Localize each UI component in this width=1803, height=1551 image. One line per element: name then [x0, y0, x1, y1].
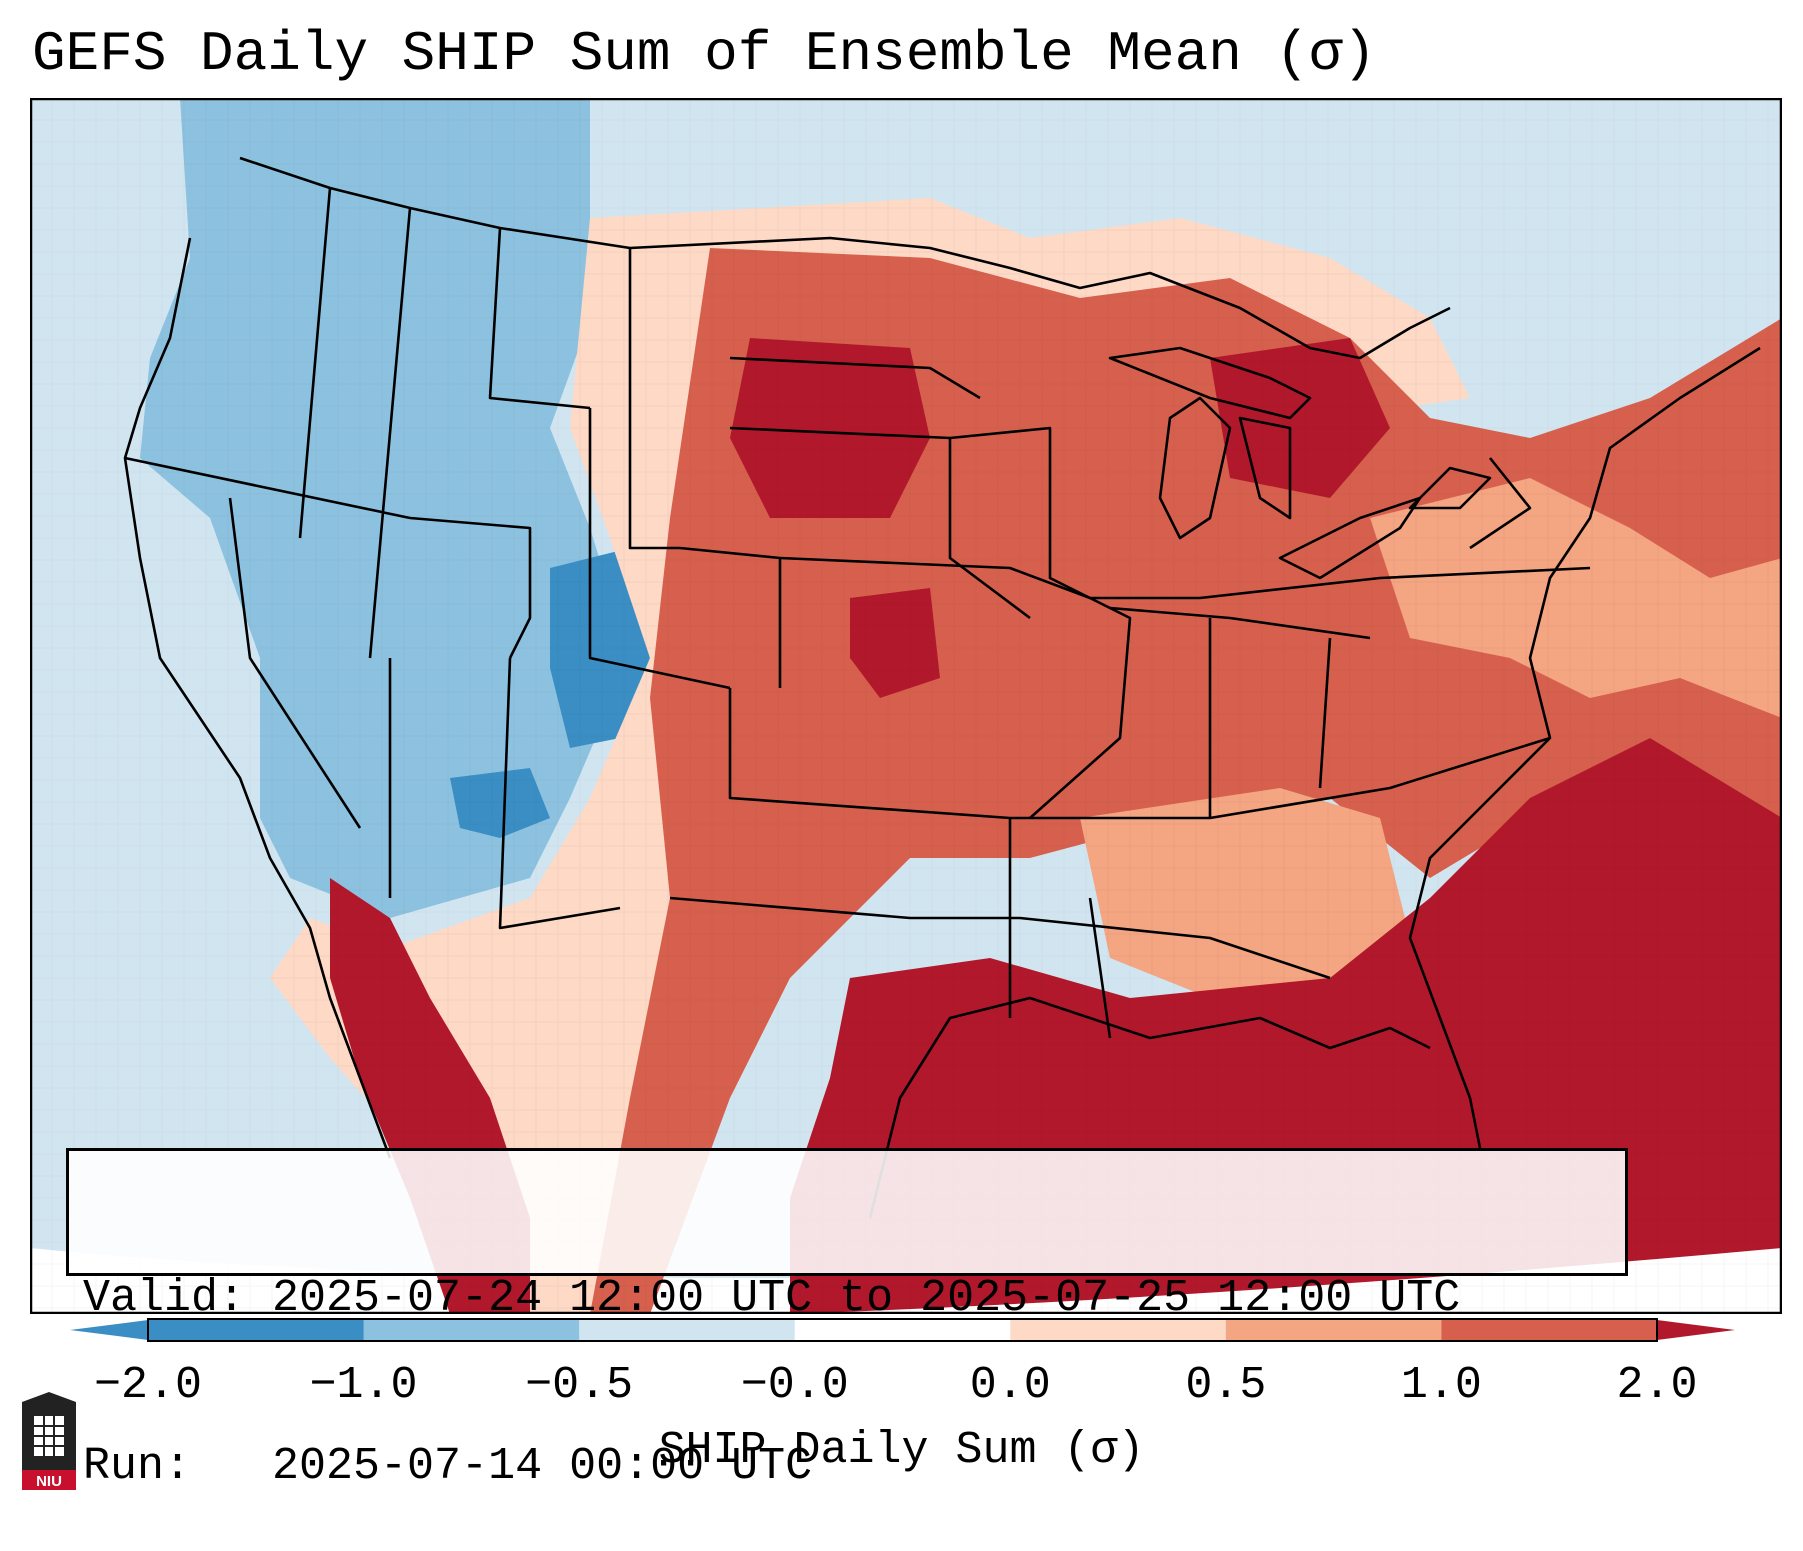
colorbar-segment — [1010, 1319, 1227, 1341]
valid-run-box: Valid: 2025-07-24 12:00 UTC to 2025-07-2… — [66, 1148, 1628, 1492]
colorbar-segment — [1225, 1319, 1442, 1341]
colorbar-tick-label: −0.5 — [525, 1360, 634, 1411]
map-frame — [30, 98, 1782, 1314]
boundaries — [123, 156, 1761, 1219]
colorbar-segment — [579, 1319, 796, 1341]
colorbar-tick-label: 0.5 — [1185, 1360, 1267, 1411]
colorbar-segment — [148, 1319, 365, 1341]
chart-title: GEFS Daily SHIP Sum of Ensemble Mean (σ) — [32, 22, 1377, 86]
niu-logo: NIU — [22, 1392, 76, 1490]
colorbar-tick-label: 2.0 — [1616, 1360, 1698, 1411]
colorbar-tick-label: −2.0 — [93, 1360, 203, 1411]
colorbar-tick-label: 1.0 — [1400, 1360, 1482, 1411]
ship-map — [30, 98, 1782, 1314]
colorbar-extend-high — [1657, 1320, 1735, 1340]
colorbar-segment — [794, 1319, 1011, 1341]
run-time: Run: 2025-07-14 00:00 UTC — [83, 1441, 813, 1492]
colorbar-tick-label: −1.0 — [309, 1360, 418, 1411]
colorbar-segment — [1441, 1319, 1658, 1341]
svg-text:NIU: NIU — [36, 1473, 62, 1490]
colorbar-tick-label: 0.0 — [969, 1360, 1051, 1411]
colorbar-tick-label: −0.0 — [740, 1360, 849, 1411]
colorbar — [70, 1318, 1735, 1342]
colorbar-label: SHIP Daily Sum (σ) — [658, 1425, 1145, 1476]
valid-time: Valid: 2025-07-24 12:00 UTC to 2025-07-2… — [83, 1273, 1461, 1324]
colorbar-segment — [363, 1319, 580, 1341]
colorbar-extend-low — [70, 1320, 148, 1340]
